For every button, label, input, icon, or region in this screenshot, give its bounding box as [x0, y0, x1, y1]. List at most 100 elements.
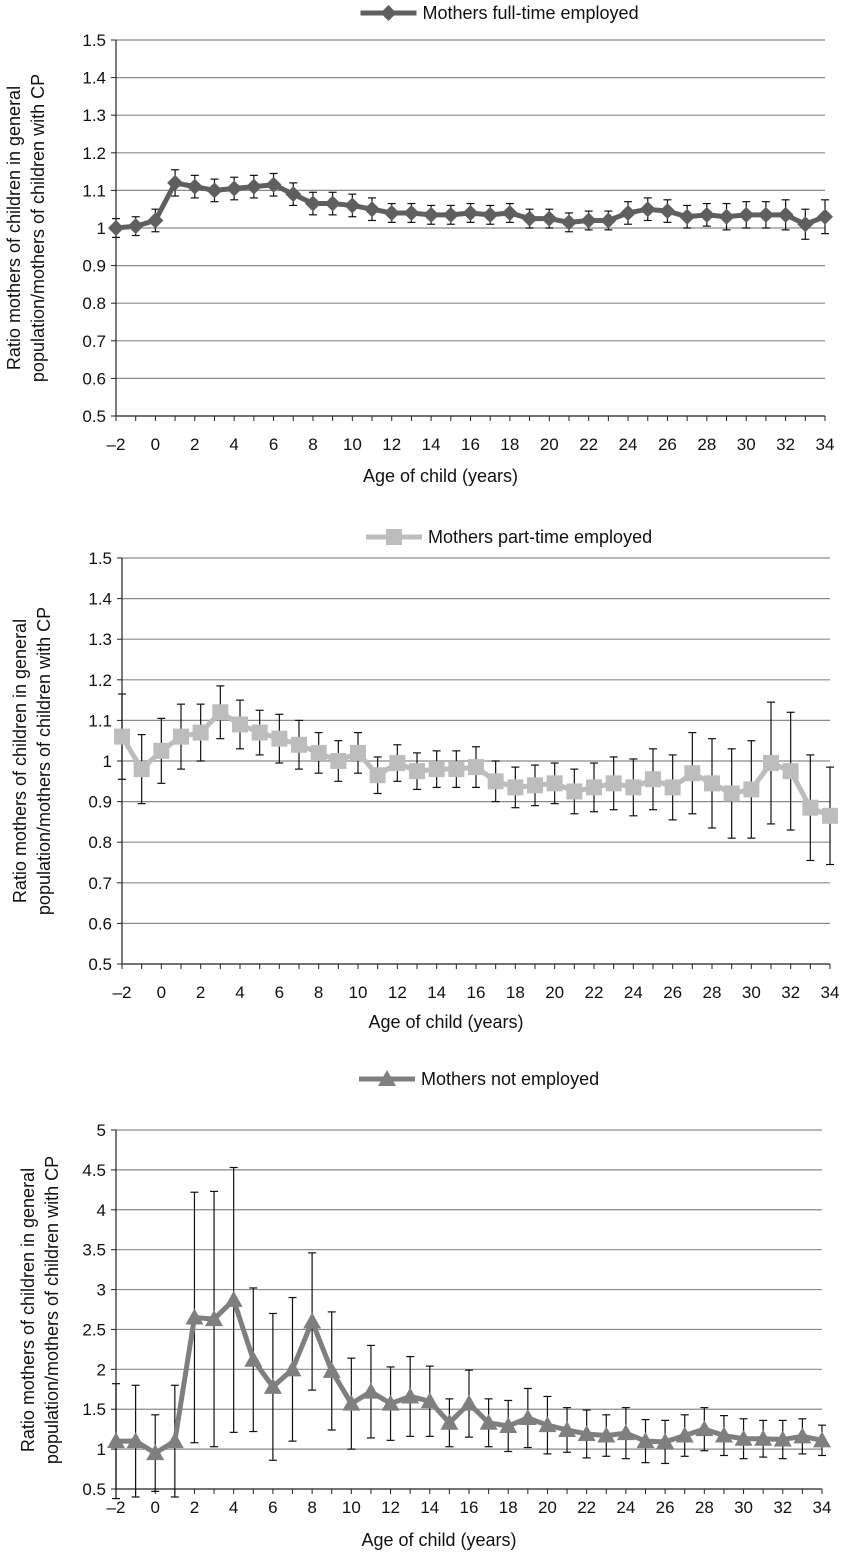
y-tick-label: 1.4: [88, 590, 112, 609]
x-tick-label: 12: [388, 983, 407, 1002]
data-point: [173, 728, 189, 745]
data-point: [813, 1431, 831, 1448]
x-tick-label: 26: [658, 435, 677, 454]
data-point: [817, 208, 833, 225]
data-point: [324, 195, 341, 212]
x-axis-label: Age of child (years): [361, 1530, 516, 1550]
data-point: [344, 197, 361, 214]
x-tick-label: 10: [349, 983, 368, 1002]
data-point: [541, 210, 558, 227]
data-point: [521, 210, 538, 227]
y-tick-label: 2.5: [82, 1320, 106, 1339]
data-point: [645, 771, 661, 788]
data-point: [482, 206, 499, 223]
data-point: [757, 206, 774, 223]
x-tick-label: 4: [229, 1498, 238, 1517]
x-tick-label: –2: [107, 435, 126, 454]
y-tick-label: 1.4: [82, 69, 106, 88]
y-tick-label: 0.9: [82, 257, 106, 276]
data-point: [679, 208, 696, 225]
y-tick-label: 1.1: [88, 711, 112, 730]
x-tick-label: 4: [229, 435, 238, 454]
y-tick-label: 1.5: [82, 1400, 106, 1419]
data-point: [401, 1387, 420, 1404]
data-point: [734, 1429, 753, 1446]
data-point: [185, 1308, 204, 1325]
y-tick-label: 0.7: [88, 874, 112, 893]
data-point: [226, 180, 243, 197]
y-tick-label: 1.5: [82, 31, 106, 50]
x-tick-label: 8: [314, 983, 323, 1002]
data-point: [718, 208, 735, 225]
data-point: [245, 178, 262, 195]
data-point: [310, 744, 327, 761]
legend-marker: [378, 1070, 396, 1086]
x-tick-label: 30: [737, 435, 756, 454]
x-tick-label: 18: [500, 435, 519, 454]
x-tick-label: 24: [616, 1498, 635, 1517]
data-point: [468, 759, 484, 776]
y-tick-label: 0.7: [82, 332, 106, 351]
data-point: [423, 206, 440, 223]
x-tick-label: 10: [342, 1498, 361, 1517]
data-point: [777, 206, 794, 223]
data-point: [487, 773, 504, 790]
data-point: [723, 785, 740, 802]
data-point: [147, 212, 164, 229]
y-tick-label: 0.8: [82, 294, 106, 313]
x-tick-label: 0: [150, 1498, 159, 1517]
x-tick-label: 32: [776, 435, 795, 454]
x-tick-label: 2: [190, 435, 199, 454]
x-tick-label: 22: [579, 435, 598, 454]
data-point: [597, 1426, 616, 1443]
legend: Mothers not employed: [359, 1069, 599, 1089]
x-tick-label: 16: [460, 1498, 479, 1517]
y-axis-label: Ratio mothers of children in general: [18, 1168, 38, 1452]
y-axis-label: population/mothers of children with CP: [28, 74, 48, 382]
x-tick-label: 8: [307, 1498, 316, 1517]
data-point: [600, 212, 617, 229]
data-point: [656, 1432, 675, 1449]
x-tick-label: 28: [703, 983, 722, 1002]
data-point: [586, 779, 602, 796]
data-point: [389, 755, 406, 772]
x-axis-label: Age of child (years): [368, 1012, 523, 1032]
data-point: [409, 763, 425, 780]
data-point: [205, 1310, 224, 1327]
y-axis-label: population/mothers of children with CP: [34, 607, 54, 915]
x-tick-label: 32: [781, 983, 800, 1002]
x-tick-label: 24: [619, 435, 638, 454]
x-tick-label: 18: [499, 1498, 518, 1517]
data-point: [527, 777, 543, 794]
x-tick-label: –2: [107, 1498, 126, 1517]
data-point: [108, 220, 124, 236]
x-tick-label: 10: [343, 435, 362, 454]
data-point: [153, 742, 170, 759]
data-point: [383, 204, 400, 221]
y-tick-label: 1.2: [82, 144, 106, 163]
data-point: [773, 1430, 792, 1447]
x-tick-label: 26: [663, 983, 682, 1002]
x-tick-label: 30: [742, 983, 761, 1002]
data-point: [361, 1382, 380, 1399]
x-tick-label: 26: [656, 1498, 675, 1517]
y-tick-label: 0.9: [88, 793, 112, 812]
data-point: [695, 1420, 714, 1437]
data-point: [577, 1424, 596, 1441]
data-point: [754, 1429, 773, 1446]
y-tick-label: 2: [97, 1360, 106, 1379]
data-point: [127, 218, 144, 235]
y-tick-label: 0.8: [88, 833, 112, 852]
data-point: [107, 1432, 125, 1449]
x-tick-label: 16: [461, 435, 480, 454]
y-axis-label: Ratio mothers of children in general: [10, 619, 30, 903]
data-point: [704, 775, 720, 792]
data-point: [507, 779, 524, 796]
x-tick-label: 2: [190, 1498, 199, 1517]
data-point: [291, 736, 307, 753]
legend: Mothers full-time employed: [360, 3, 639, 23]
chart-1: 0.50.60.70.80.911.11.21.31.41.5–2 0 2 4 6 8 10…: [4, 3, 834, 486]
data-point: [566, 783, 583, 800]
data-point: [605, 775, 622, 792]
y-tick-label: 0.5: [82, 407, 106, 426]
